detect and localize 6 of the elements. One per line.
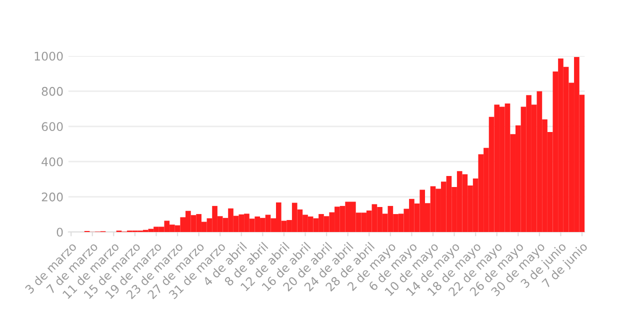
y-tick-label: 200 xyxy=(42,192,63,202)
y-tick-label: 800 xyxy=(42,86,63,96)
y-tick-label: 400 xyxy=(42,157,63,166)
y-tick-label: 0 xyxy=(56,228,63,237)
y-tick-label: 600 xyxy=(42,122,63,132)
y-tick-label: 1000 xyxy=(34,52,63,61)
